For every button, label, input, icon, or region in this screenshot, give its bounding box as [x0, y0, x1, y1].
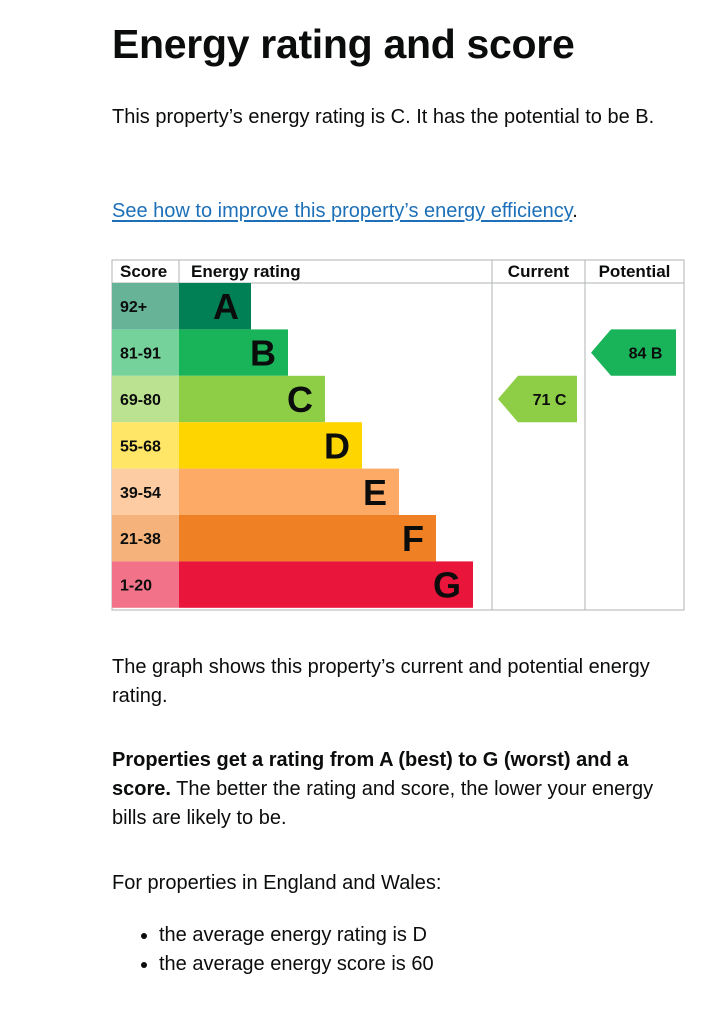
score-cell-g: [112, 561, 179, 608]
improve-efficiency-link[interactable]: See how to improve this property’s energ…: [112, 200, 573, 222]
band-letter-c: C: [287, 379, 313, 420]
band-letter-e: E: [363, 472, 387, 513]
band-letter-d: D: [324, 425, 350, 466]
england-wales-text: For properties in England and Wales:: [112, 872, 442, 894]
score-range-a: 92+: [120, 299, 147, 316]
score-range-e: 39-54: [120, 485, 161, 502]
score-range-b: 81-91: [120, 346, 161, 363]
band-bar-e: [179, 468, 399, 515]
header-score: Score: [120, 262, 167, 281]
header-energy-rating: Energy rating: [191, 262, 301, 281]
current-rating-label: 71 C: [533, 392, 567, 409]
band-bar-b: [179, 329, 288, 376]
averages-list: the average energy rating is D the avera…: [112, 921, 679, 979]
score-cell-a: [112, 283, 179, 330]
graph-description: The graph shows this property’s current …: [112, 656, 650, 707]
band-letter-f: F: [402, 518, 424, 559]
band-letter-a: A: [213, 286, 239, 327]
score-range-g: 1-20: [120, 578, 152, 595]
improve-link-paragraph: See how to improve this property’s energ…: [112, 197, 682, 226]
energy-rating-chart: Score Energy rating Current Potential 92+ A 8…: [111, 259, 685, 611]
chart-bands: 92+ A 81-91 B 69-80 C 55-68 D 39-54 E 21-38 F 1-20 G: [112, 283, 473, 608]
band-bar-d: [179, 422, 362, 469]
potential-rating-arrow: [591, 329, 676, 376]
score-cell-e: [112, 468, 179, 515]
band-bar-g: [179, 561, 473, 608]
potential-rating-label: 84 B: [629, 346, 663, 363]
score-cell-f: [112, 515, 179, 562]
ratings-explanation-bold: Properties get a rating from A (best) to…: [112, 749, 629, 800]
improve-link-suffix: .: [572, 200, 578, 222]
score-range-d: 55-68: [120, 438, 161, 455]
page-title: Energy rating and score: [112, 21, 575, 67]
score-cell-c: [112, 375, 179, 423]
score-range-c: 69-80: [120, 392, 161, 409]
band-letter-b: B: [250, 333, 276, 374]
band-bar-a: [179, 283, 251, 330]
ratings-explanation: Properties get a rating from A (best) to…: [112, 746, 682, 833]
current-rating-arrow: [498, 375, 577, 423]
ratings-explanation-rest: The better the rating and score, the low…: [112, 778, 654, 829]
score-range-f: 21-38: [120, 531, 161, 548]
band-bar-f: [179, 515, 436, 562]
average-rating-item: the average energy rating is D: [159, 921, 679, 950]
band-letter-g: G: [433, 565, 461, 606]
average-score-item: the average energy score is 60: [159, 950, 679, 979]
score-cell-d: [112, 422, 179, 469]
header-current: Current: [508, 262, 570, 281]
header-potential: Potential: [599, 262, 671, 281]
intro-text: This property’s energy rating is C. It h…: [112, 106, 655, 128]
chart-markers: 71 C 84 B: [498, 329, 676, 423]
score-cell-b: [112, 329, 179, 376]
chart-headers: Score Energy rating Current Potential: [120, 262, 670, 281]
band-bar-c: [179, 375, 325, 423]
